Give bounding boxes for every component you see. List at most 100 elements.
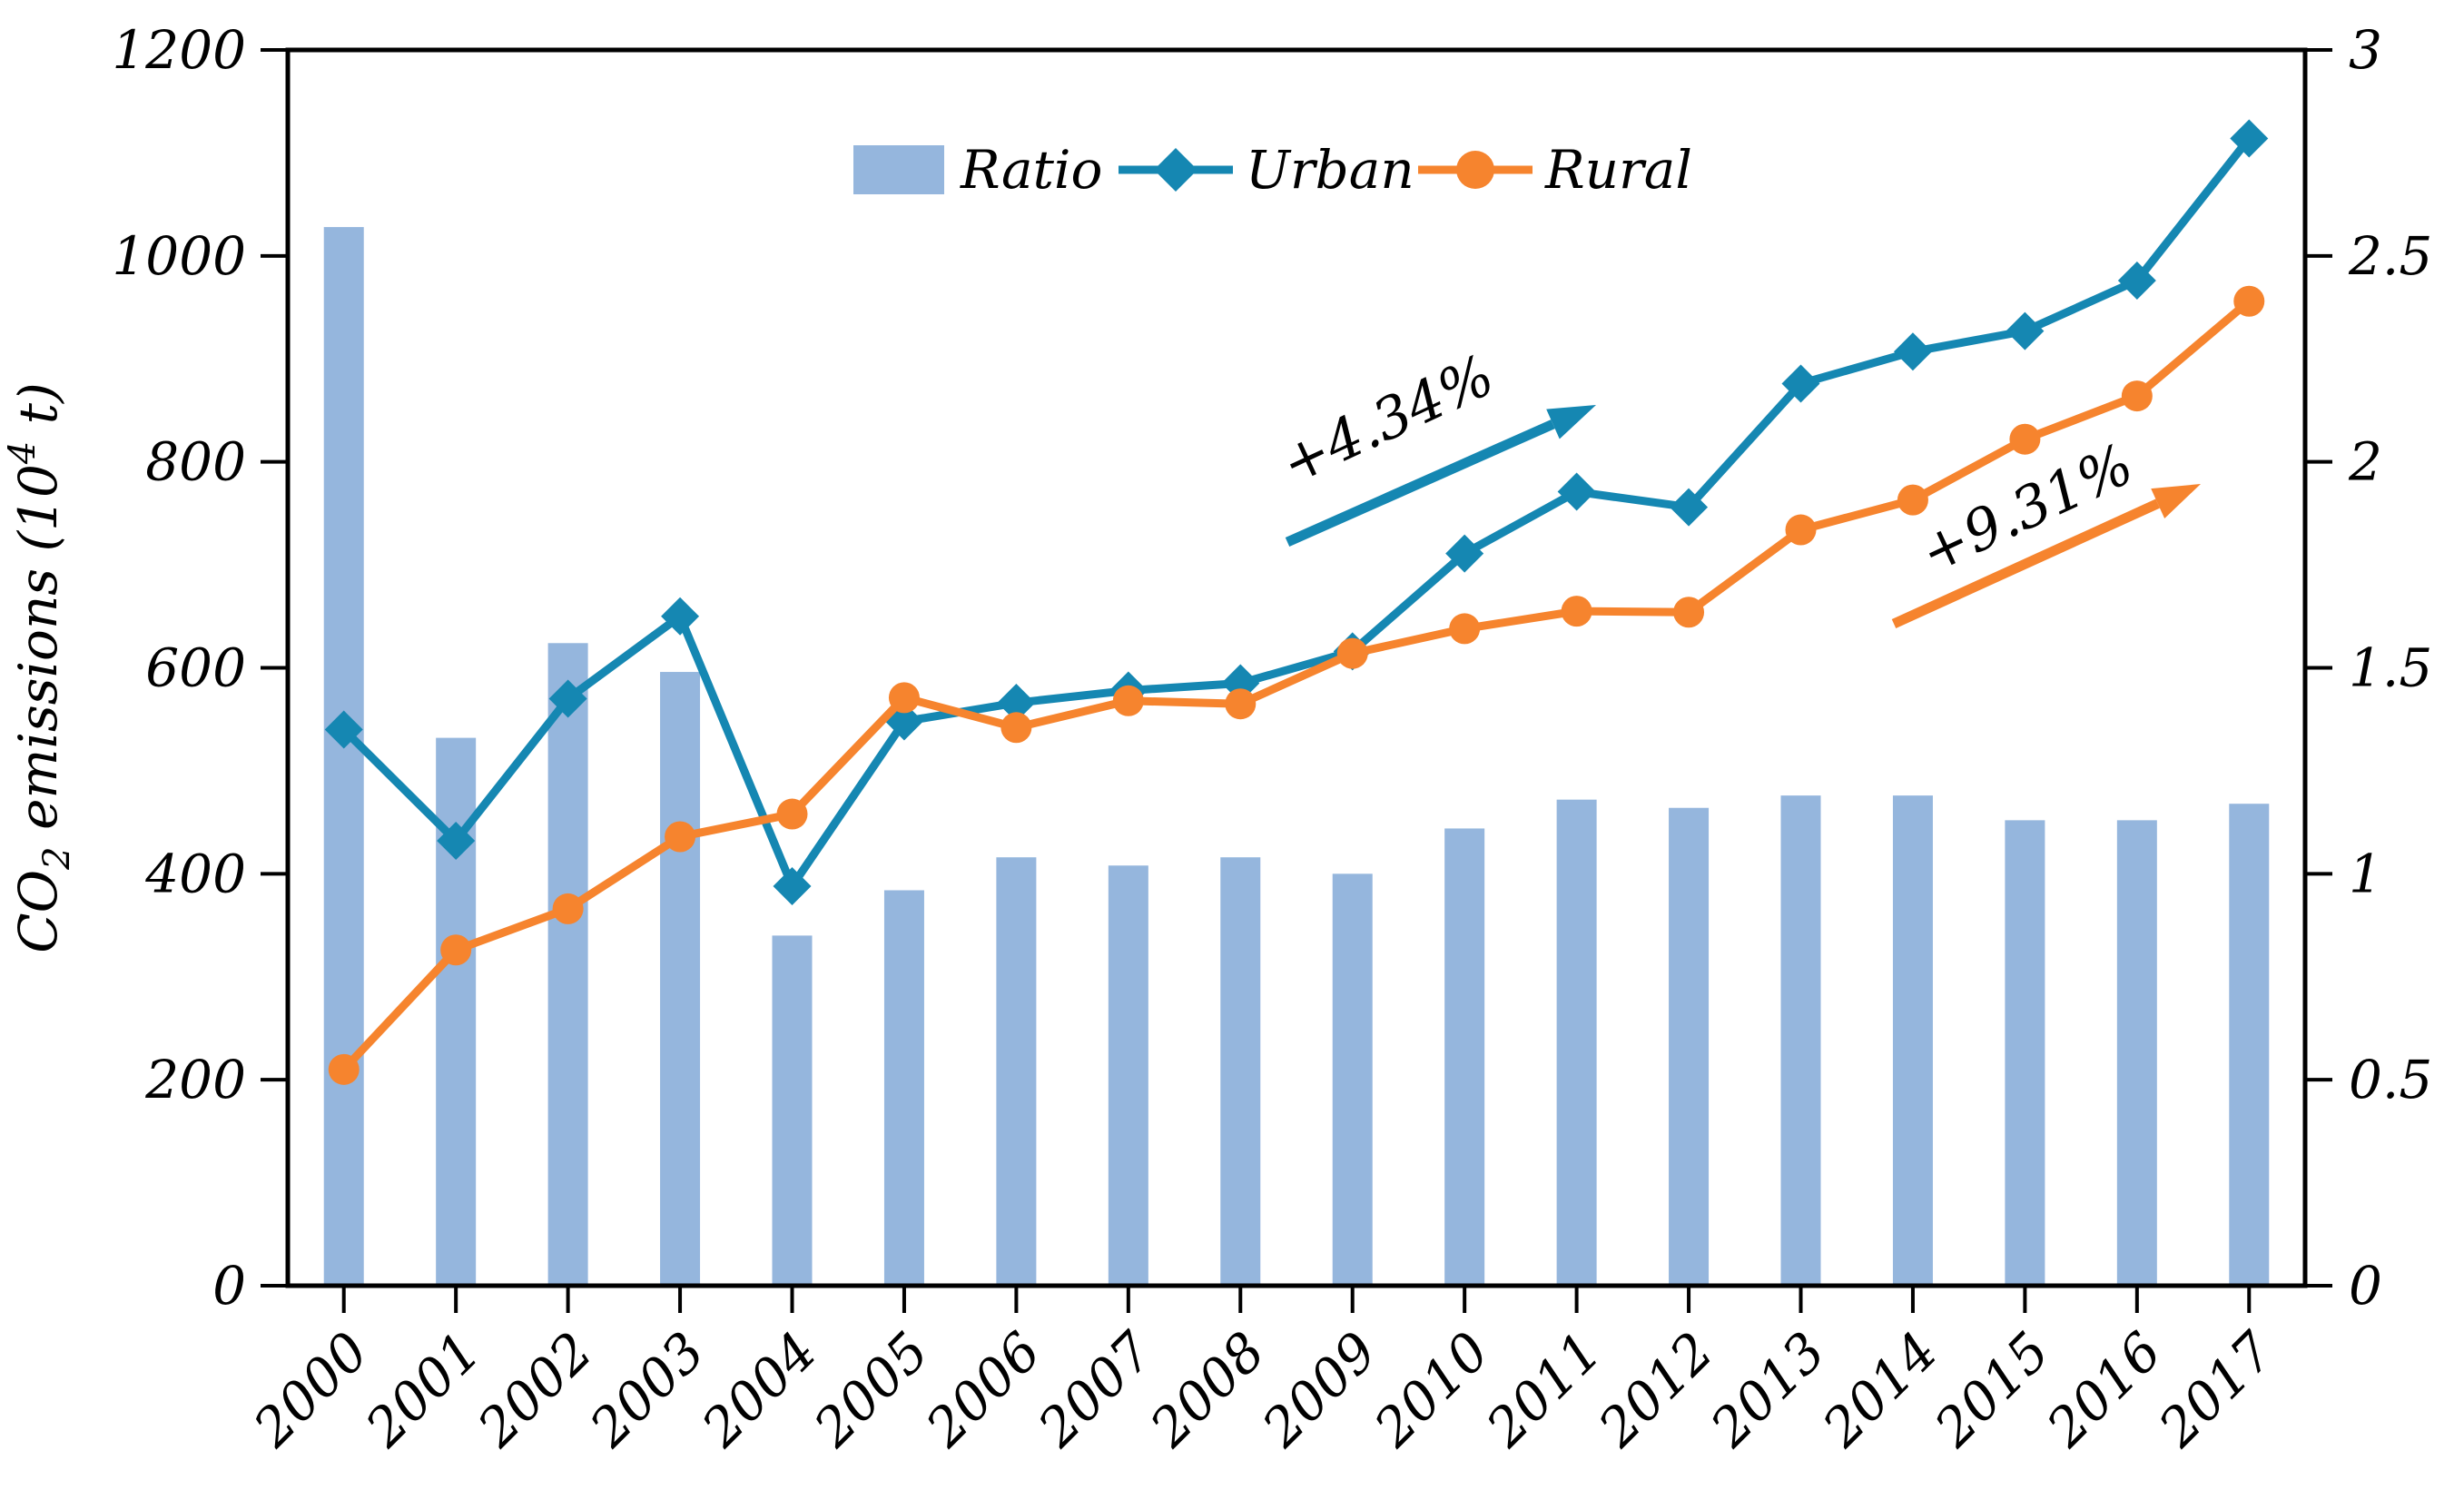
rural-marker-2015 (2009, 423, 2041, 455)
legend-ratio-swatch (853, 145, 944, 194)
left-tick-label-1200: 1200 (112, 19, 246, 81)
legend-urban-marker (1154, 148, 1198, 192)
urban-marker-2004 (773, 866, 812, 905)
rural-marker-2005 (888, 682, 920, 714)
x-tick-label-2010: 2010 (1362, 1320, 1501, 1459)
ratio-bar-2011 (1556, 799, 1597, 1286)
left-tick-label-600: 600 (145, 637, 246, 699)
x-tick-label-2000: 2000 (241, 1320, 380, 1459)
x-tick-label-2016: 2016 (2035, 1320, 2173, 1459)
urban-marker-2012 (1670, 488, 1709, 527)
x-tick-label-2006: 2006 (913, 1320, 1052, 1459)
urban-marker-2016 (2117, 261, 2156, 301)
left-tick-label-1000: 1000 (112, 225, 246, 287)
urban-marker-2002 (548, 679, 587, 718)
ratio-bar-2003 (660, 672, 701, 1286)
rural-growth-arrow-shaft (1891, 498, 2160, 629)
rural-marker-2001 (440, 934, 472, 966)
right-tick-label-1.5: 1.5 (2349, 637, 2432, 699)
rural-marker-2010 (1449, 613, 1481, 645)
ratio-bar-2014 (1892, 795, 1933, 1286)
x-tick-label-2004: 2004 (689, 1320, 828, 1459)
right-tick-label-2.5: 2.5 (2348, 225, 2432, 287)
x-tick-label-2005: 2005 (802, 1320, 941, 1459)
x-tick-label-2003: 2003 (577, 1320, 716, 1459)
rural-marker-2011 (1561, 596, 1592, 627)
rural-marker-2017 (2233, 285, 2265, 317)
right-tick-label-2: 2 (2348, 431, 2382, 493)
urban-marker-2011 (1557, 472, 1596, 511)
ratio-bar-2005 (883, 890, 924, 1286)
x-axis: 2000200120022003200420052006200720082009… (241, 1286, 2285, 1459)
rural-marker-2016 (2121, 380, 2153, 412)
x-tick-label-2001: 2001 (353, 1320, 492, 1459)
urban-marker-2006 (997, 684, 1036, 723)
rural-marker-2009 (1336, 637, 1368, 669)
right-tick-label-1: 1 (2349, 843, 2382, 904)
rural-growth-annotation: +9.31% (1891, 430, 2201, 629)
y-axis-title: CO2 emissions (104 t) (2, 382, 78, 953)
urban-marker-2010 (1445, 534, 1484, 573)
ratio-bar-2009 (1332, 873, 1373, 1286)
left-axis: 0 200 400 600 800 1000 1200 (112, 19, 288, 1317)
rural-marker-2013 (1785, 514, 1817, 546)
urban-marker-2013 (1781, 364, 1820, 403)
legend-urban-label: Urban (1246, 139, 1414, 201)
rural-growth-arrow-head (2151, 484, 2201, 518)
legend-ratio-label: Ratio (960, 139, 1102, 201)
ratio-bar-2015 (2005, 820, 2045, 1286)
ratio-bar-2013 (1780, 795, 1821, 1286)
rural-line (340, 298, 2252, 1072)
ratio-bar-2007 (1108, 865, 1148, 1286)
rural-marker-2004 (776, 798, 808, 830)
urban-growth-label: +4.34% (1271, 341, 1503, 497)
urban-marker-2001 (437, 822, 476, 861)
urban-marker-2003 (661, 597, 700, 636)
rural-marker-2002 (552, 893, 584, 924)
x-tick-label-2011: 2011 (1473, 1320, 1612, 1459)
x-tick-label-2014: 2014 (1810, 1320, 1949, 1459)
urban-marker-2014 (1893, 332, 1932, 371)
right-tick-label-3: 3 (2349, 19, 2382, 81)
left-tick-label-200: 200 (144, 1049, 246, 1110)
legend-rural-marker (1456, 151, 1494, 189)
x-tick-label-2002: 2002 (465, 1320, 604, 1459)
ratio-bar-2006 (996, 857, 1037, 1286)
rural-marker-2000 (328, 1053, 360, 1085)
rural-marker-2006 (1000, 712, 1032, 744)
ratio-bar-2012 (1669, 807, 1710, 1286)
x-tick-label-2007: 2007 (1026, 1320, 1165, 1459)
rural-marker-2012 (1673, 597, 1705, 628)
urban-growth-arrow-shaft (1285, 419, 1555, 548)
x-tick-label-2009: 2009 (1250, 1320, 1389, 1459)
ratio-bar-2017 (2229, 804, 2270, 1286)
rural-marker-2014 (1897, 484, 1928, 516)
right-tick-label-0.5: 0.5 (2349, 1049, 2432, 1110)
rural-marker-2008 (1225, 688, 1257, 720)
x-tick-label-2015: 2015 (1922, 1320, 2061, 1459)
ratio-bars (323, 227, 2270, 1286)
urban-growth-arrow-head (1546, 405, 1596, 439)
urban-line (340, 135, 2252, 891)
ratio-bar-2004 (772, 935, 813, 1286)
urban-marker-2017 (2230, 119, 2269, 158)
urban-marker-2000 (324, 710, 363, 749)
ratio-bar-2010 (1444, 828, 1485, 1286)
left-tick-label-800: 800 (145, 431, 246, 493)
x-tick-label-2008: 2008 (1138, 1320, 1276, 1459)
x-tick-label-2013: 2013 (1698, 1320, 1837, 1459)
legend-rural-label: Rural (1544, 139, 1692, 201)
ratio-bar-2008 (1220, 857, 1261, 1286)
urban-marker-2015 (2006, 311, 2045, 350)
right-tick-label-0: 0 (2349, 1255, 2382, 1317)
ratio-bar-2000 (323, 227, 364, 1286)
ratio-bar-2016 (2116, 820, 2157, 1286)
right-axis: 0 0.5 1 1.5 2 2.5 3 (2305, 19, 2432, 1317)
left-tick-label-400: 400 (144, 843, 246, 904)
x-tick-label-2017: 2017 (2146, 1320, 2285, 1459)
rural-marker-2007 (1112, 685, 1144, 716)
ratio-bar-2002 (547, 643, 588, 1286)
urban-series (324, 119, 2269, 905)
